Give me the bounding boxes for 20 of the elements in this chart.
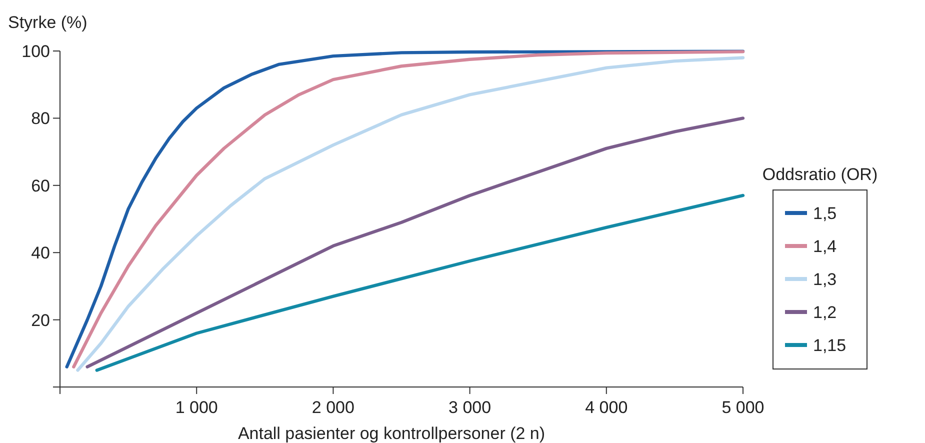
- y-tick-label: 100: [22, 42, 50, 61]
- y-tick-label: 40: [31, 244, 50, 263]
- legend-label: 1,4: [813, 236, 837, 256]
- y-tick-label: 20: [31, 310, 50, 330]
- y-tick-label: 80: [31, 109, 50, 128]
- line-series: [86, 116, 745, 368]
- legend-label: 1,3: [813, 270, 837, 289]
- x-tick-label: 1 000: [175, 398, 218, 417]
- x-tick-label: 5 000: [722, 398, 764, 417]
- legend-title: Oddsratio (OR): [762, 165, 878, 184]
- legend-label: 1,15: [813, 336, 846, 355]
- x-tick-label: 3 000: [448, 398, 492, 417]
- x-axis-title: Antall pasienter og kontrollpersoner (2 n): [238, 424, 546, 443]
- legend-label: 1,2: [813, 302, 837, 322]
- x-tick-label: 2 000: [312, 398, 354, 417]
- legend-label: 1,5: [813, 204, 837, 223]
- y-axis-title: Styrke (%): [8, 13, 88, 32]
- line-series: [95, 194, 745, 372]
- x-tick-label: 4 000: [585, 398, 628, 417]
- y-tick-label: 60: [31, 176, 50, 196]
